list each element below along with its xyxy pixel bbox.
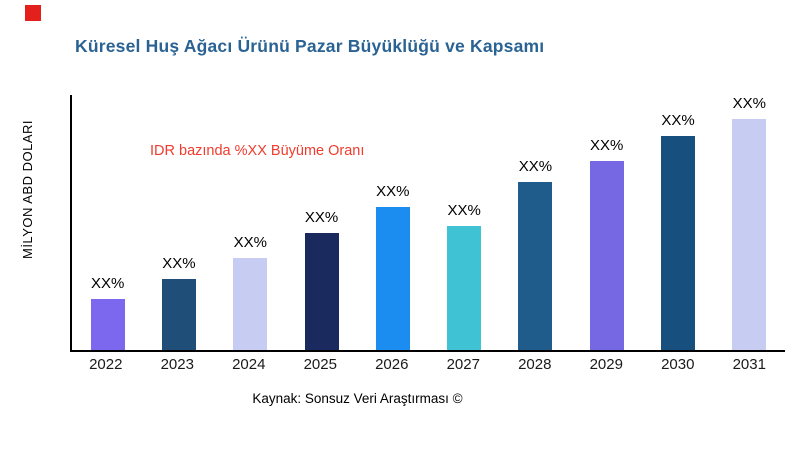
bar-value-label: XX% bbox=[162, 254, 196, 272]
bar-2027[interactable] bbox=[447, 225, 482, 350]
bar-2022[interactable] bbox=[90, 299, 125, 350]
bar-2031[interactable] bbox=[732, 119, 767, 350]
bar-value-label: XX% bbox=[590, 137, 624, 155]
bar-value-label: XX% bbox=[304, 208, 339, 226]
bar-2026[interactable] bbox=[375, 207, 410, 350]
bar-value-label: XX% bbox=[376, 183, 410, 201]
brand-logo-square bbox=[25, 5, 41, 21]
bar-value-label: XX% bbox=[661, 111, 695, 129]
bar-slot: XX% bbox=[642, 95, 713, 350]
bar-slot: XX% bbox=[143, 95, 214, 350]
bar-2028[interactable] bbox=[518, 181, 553, 350]
x-tick-2023: 2023 bbox=[160, 356, 194, 373]
bar-slot: XX% bbox=[428, 95, 499, 350]
bar-value-label: XX% bbox=[90, 275, 125, 292]
chart-title: Küresel Huş Ağacı Ürünü Pazar Büyüklüğü … bbox=[75, 36, 545, 56]
bar-2024[interactable] bbox=[233, 258, 268, 350]
bar-slot: XX% bbox=[286, 95, 357, 350]
bar-2023[interactable] bbox=[161, 278, 196, 350]
y-axis-label: MİLYON ABD DOLARI bbox=[19, 120, 35, 260]
x-tick-2025: 2025 bbox=[303, 356, 337, 373]
bar-2030[interactable] bbox=[661, 135, 696, 350]
x-tick-2024: 2024 bbox=[232, 356, 266, 373]
bar-value-label: XX% bbox=[233, 234, 267, 252]
plot-area: XX% XX% XX% XX% XX% XX% XX% XX% XX% XX% bbox=[72, 95, 785, 350]
bar-2029[interactable] bbox=[589, 161, 624, 350]
x-tick-2026: 2026 bbox=[375, 356, 409, 373]
growth-rate-annotation: IDR bazında %XX Büyüme Oranı bbox=[150, 143, 365, 159]
bar-value-label: XX% bbox=[732, 95, 766, 112]
x-tick-2030: 2030 bbox=[661, 356, 695, 373]
bar-value-label: XX% bbox=[447, 201, 481, 219]
x-tick-2028: 2028 bbox=[518, 356, 552, 373]
bar-slot: XX% bbox=[571, 95, 642, 350]
source-caption: Kaynak: Sonsuz Veri Araştırması © bbox=[252, 391, 463, 406]
bar-slot: XX% bbox=[714, 95, 785, 350]
x-tick-2022: 2022 bbox=[89, 356, 123, 373]
x-tick-2027: 2027 bbox=[446, 356, 480, 373]
x-tick-2031: 2031 bbox=[732, 356, 766, 373]
y-axis-label-wrap: MİLYON ABD DOLARI bbox=[16, 75, 38, 305]
bar-slot: XX% bbox=[72, 95, 143, 350]
bar-2025[interactable] bbox=[304, 232, 339, 350]
x-axis-labels: 2022 2023 2024 2025 2026 2027 2028 2029 2030 2031 bbox=[70, 356, 785, 373]
bar-slot: XX% bbox=[357, 95, 428, 350]
bar-slot: XX% bbox=[500, 95, 571, 350]
bar-slot: XX% bbox=[215, 95, 286, 350]
bar-value-label: XX% bbox=[518, 157, 553, 175]
chart-plot-area: XX% XX% XX% XX% XX% XX% XX% XX% XX% XX% IDR bazın… bbox=[70, 95, 785, 352]
x-tick-2029: 2029 bbox=[589, 356, 623, 373]
